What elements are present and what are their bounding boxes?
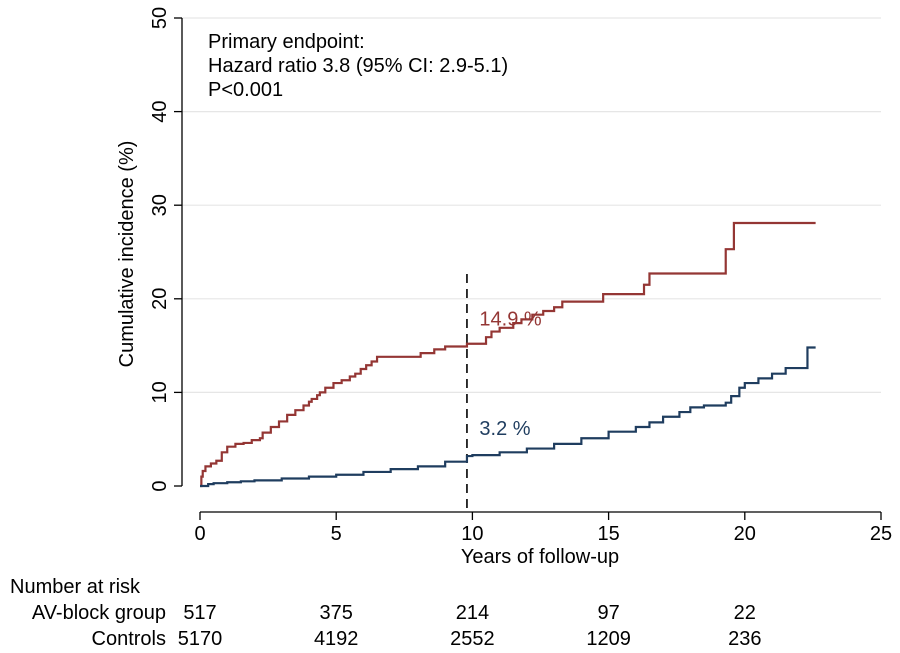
risk-value: 236 <box>728 628 762 650</box>
risk-value: 2552 <box>450 628 495 650</box>
series-line-controls <box>200 346 816 488</box>
risk-row-label-controls: Controls <box>91 628 166 650</box>
risk-value: 517 <box>183 602 217 624</box>
series-label-av_block: 14.9 % <box>479 309 541 331</box>
annotation-line-1: Primary endpoint: <box>208 31 365 53</box>
axes <box>181 18 881 513</box>
y-tick-label-0: 0 <box>149 480 171 491</box>
risk-value: 22 <box>733 602 756 624</box>
risk-value: 375 <box>319 602 353 624</box>
x-tick-label-20: 20 <box>734 523 756 545</box>
y-tick-label-50: 50 <box>149 7 171 29</box>
y-axis-label: Cumulative incidence (%) <box>116 141 138 368</box>
y-tick-label-10: 10 <box>149 381 171 403</box>
gridlines <box>182 17 881 393</box>
annotation-line-3: P<0.001 <box>208 79 283 101</box>
risk-value: 1209 <box>586 628 631 650</box>
series-layer: 14.9 % 3.2 % <box>200 221 816 488</box>
risk-value: 4192 <box>313 628 359 650</box>
x-tick-label-10: 10 <box>461 523 483 545</box>
series-label-controls: 3.2 % <box>479 418 530 440</box>
x-axis-label: Years of follow-up <box>461 546 619 568</box>
risk-value: 214 <box>455 602 490 624</box>
risk-value: 97 <box>597 602 620 624</box>
x-tick-label-0: 0 <box>194 523 205 545</box>
series-line-av_block <box>200 221 816 488</box>
risk-value: 5170 <box>177 628 223 650</box>
annotation-line-2: Hazard ratio 3.8 (95% CI: 2.9-5.1) <box>208 55 508 77</box>
y-tick-label-30: 30 <box>149 194 171 216</box>
x-tick-label-25: 25 <box>870 523 892 545</box>
x-tick-label-5: 5 <box>331 523 342 545</box>
y-tick-label-40: 40 <box>149 100 171 122</box>
axis-ticks: 0 10 20 30 40 50 0 5 10 15 20 25 <box>149 7 892 545</box>
risk-row-label-av-block: AV-block group <box>31 602 166 624</box>
x-tick-label-15: 15 <box>597 523 619 545</box>
risk-table-title: Number at risk <box>10 576 141 598</box>
y-tick-label-20: 20 <box>149 288 171 310</box>
